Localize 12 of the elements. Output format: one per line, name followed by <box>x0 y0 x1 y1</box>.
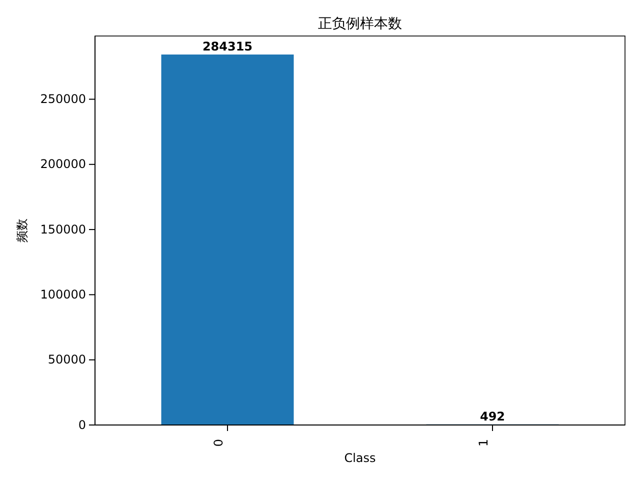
chart-title: 正负例样本数 <box>318 16 402 32</box>
y-tick-label: 150000 <box>40 222 86 236</box>
x-tick-label: 1 <box>476 439 491 447</box>
y-tick-label: 250000 <box>40 92 86 106</box>
y-tick-label: 0 <box>78 418 86 432</box>
y-tick-label: 200000 <box>40 157 86 172</box>
data-label: 284315 <box>202 40 253 54</box>
data-label: 492 <box>480 409 506 424</box>
y-axis-title: 频数 <box>15 218 29 242</box>
y-tick-label: 50000 <box>48 352 86 367</box>
x-axis-title: Class <box>344 451 376 465</box>
y-tick-label: 100000 <box>40 288 86 302</box>
